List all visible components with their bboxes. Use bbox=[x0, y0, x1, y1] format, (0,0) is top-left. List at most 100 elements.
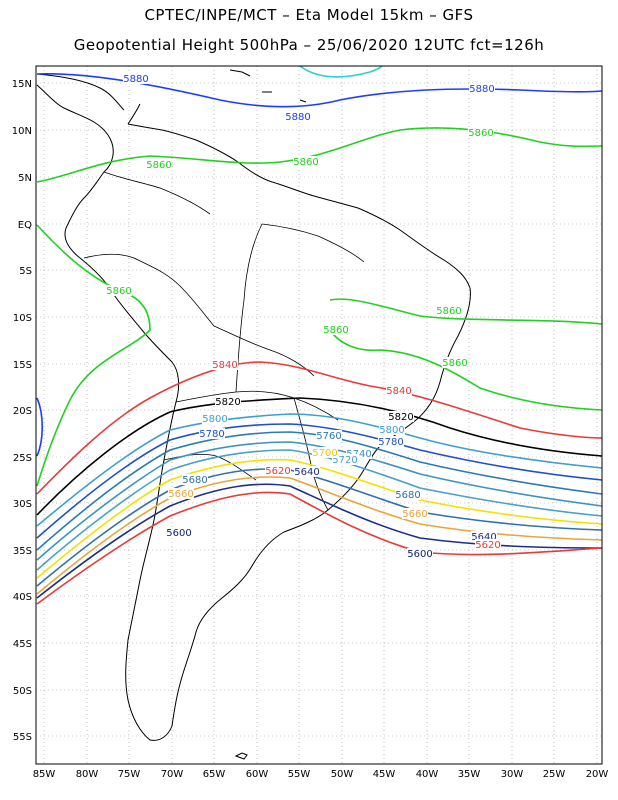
contour-label: 5800 bbox=[202, 414, 227, 425]
lat-tick-label: 40S bbox=[13, 592, 32, 603]
contour-label: 5620 bbox=[475, 540, 500, 551]
contour-label: 5860 bbox=[468, 128, 493, 139]
contour-label: 5800 bbox=[379, 425, 404, 436]
contour-label: 5860 bbox=[436, 306, 461, 317]
lon-tick-label: 50W bbox=[331, 769, 354, 780]
contour-label: 5780 bbox=[378, 437, 403, 448]
contour-label-bg bbox=[346, 448, 372, 459]
coastlines-and-borders bbox=[36, 69, 471, 760]
lat-tick-label: 30S bbox=[13, 499, 32, 510]
lat-tick-label: 5N bbox=[18, 173, 32, 184]
contour-label-bg bbox=[442, 357, 468, 368]
lat-tick-label: EQ bbox=[18, 220, 32, 231]
contour-edge-blue bbox=[36, 397, 44, 457]
contour-label-bg bbox=[199, 428, 225, 439]
contour-label: 5600 bbox=[166, 528, 191, 539]
country-borders bbox=[83, 171, 365, 511]
caribbean-islands bbox=[229, 69, 307, 103]
contour-label-bg bbox=[182, 474, 208, 485]
contour-label: 5680 bbox=[182, 475, 207, 486]
contour-label-bg bbox=[202, 413, 228, 424]
contour-label-bg bbox=[388, 411, 414, 422]
contour-5860 bbox=[329, 298, 603, 325]
contour-label: 5840 bbox=[386, 386, 411, 397]
contour-label: 5860 bbox=[106, 286, 131, 297]
contour-label: 5880 bbox=[285, 112, 310, 123]
contour-label-bg bbox=[323, 324, 349, 335]
south-america-coastline bbox=[36, 84, 471, 741]
contour-label-bg bbox=[265, 465, 291, 476]
contour-label: 5880 bbox=[123, 74, 148, 85]
longitude-labels: 85W 80W 75W 70W 65W 60W 55W 50W 45W 40W 35W 30W 25W 2… bbox=[33, 769, 609, 780]
contour-label-bg bbox=[166, 527, 192, 538]
contour-5860 bbox=[36, 127, 603, 183]
contour-label-bg bbox=[146, 159, 172, 170]
contour-labels: 5880 5880 5880 5860 5860 5860 5860 5860 5860 5860… bbox=[106, 73, 501, 560]
contour-label-bg bbox=[475, 539, 501, 550]
contour-5800 bbox=[36, 413, 603, 527]
lon-tick-label: 75W bbox=[118, 769, 141, 780]
contour-5740 bbox=[36, 441, 603, 561]
contour-5780 bbox=[36, 423, 603, 539]
contour-5620 bbox=[36, 491, 603, 605]
lat-tick-label: 35S bbox=[13, 546, 32, 557]
contour-label: 5740 bbox=[346, 449, 371, 460]
lat-tick-label: 5S bbox=[19, 266, 32, 277]
falkland-islands bbox=[234, 752, 248, 760]
lat-tick-label: 25S bbox=[13, 453, 32, 464]
contour-label: 5720 bbox=[332, 455, 357, 466]
contour-label-bg bbox=[168, 488, 194, 499]
contour-label-bg bbox=[285, 111, 311, 122]
contour-5860 bbox=[36, 224, 151, 487]
contour-5840 bbox=[36, 361, 603, 495]
map-frame bbox=[35, 65, 603, 765]
contour-5700 bbox=[36, 458, 603, 579]
contour-label-bg bbox=[471, 531, 497, 542]
contour-label-bg bbox=[332, 454, 358, 465]
lon-tick-label: 30W bbox=[501, 769, 524, 780]
contour-5820 bbox=[36, 397, 603, 516]
lon-tick-label: 65W bbox=[203, 769, 226, 780]
map-subtitle: Geopotential Height 500hPa – 25/06/2020 … bbox=[73, 36, 545, 54]
contour-label-bg bbox=[395, 489, 421, 500]
contour-label: 5600 bbox=[407, 549, 432, 560]
lat-tick-label: 45S bbox=[13, 639, 32, 650]
lon-tick-label: 55W bbox=[288, 769, 311, 780]
contour-label: 5620 bbox=[265, 466, 290, 477]
contour-label: 5840 bbox=[212, 360, 237, 371]
contour-label-bg bbox=[312, 447, 338, 458]
central-america-coastline bbox=[36, 73, 141, 125]
contour-label: 5860 bbox=[323, 325, 348, 336]
lon-tick-label: 70W bbox=[161, 769, 184, 780]
contour-label-bg bbox=[106, 285, 132, 296]
contour-label: 5700 bbox=[312, 448, 337, 459]
lat-tick-label: 15S bbox=[13, 360, 32, 371]
map-title: CPTEC/INPE/MCT – Eta Model 15km – GFS bbox=[144, 6, 474, 24]
contour-label-bg bbox=[468, 127, 494, 138]
lat-tick-label: 10S bbox=[13, 313, 32, 324]
lon-tick-label: 60W bbox=[246, 769, 269, 780]
contour-label-bg bbox=[212, 359, 238, 370]
contour-5880 bbox=[36, 73, 603, 108]
contour-label-bg bbox=[293, 156, 319, 167]
latitude-labels: 15N 10N 5N EQ 5S 10S 15S 20S 25S 30S 35S 40S 45S 50S 5… bbox=[12, 79, 32, 743]
contour-label: 5820 bbox=[388, 412, 413, 423]
lon-tick-label: 40W bbox=[416, 769, 439, 780]
contour-label: 5640 bbox=[471, 532, 496, 543]
contour-label: 5880 bbox=[469, 84, 494, 95]
contour-label: 5660 bbox=[402, 509, 427, 520]
contour-label: 5820 bbox=[215, 397, 240, 408]
height-contours bbox=[36, 65, 603, 605]
contour-label-bg bbox=[316, 430, 342, 441]
contour-label-bg bbox=[123, 73, 149, 84]
lat-tick-label: 55S bbox=[13, 732, 32, 743]
contour-label-bg bbox=[215, 396, 241, 407]
lat-tick-label: 10N bbox=[12, 126, 32, 137]
contour-5860 bbox=[329, 329, 603, 411]
lat-lon-grid bbox=[36, 66, 602, 764]
lon-tick-label: 25W bbox=[543, 769, 566, 780]
contour-label-bg bbox=[402, 508, 428, 519]
contour-label: 5760 bbox=[316, 431, 341, 442]
lat-tick-label: 50S bbox=[13, 686, 32, 697]
